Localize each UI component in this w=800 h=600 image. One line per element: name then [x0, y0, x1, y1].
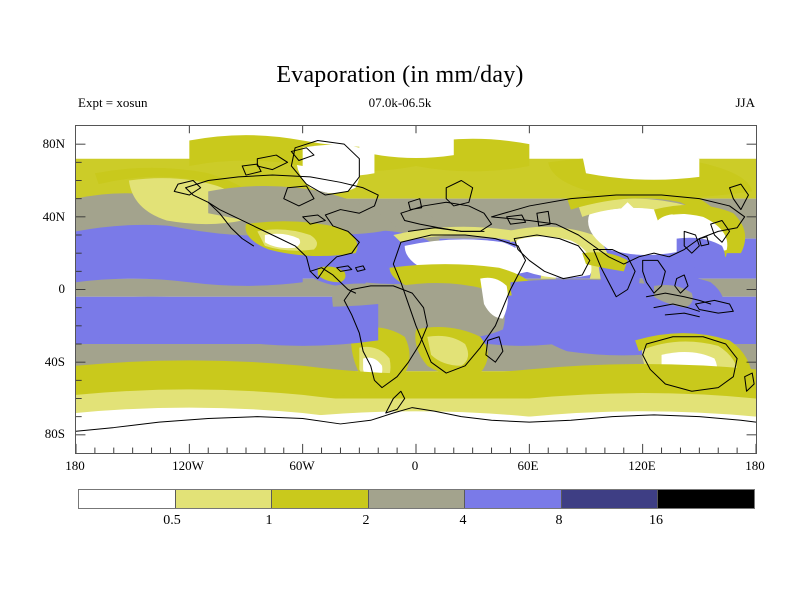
band-1-2-east-asia-rim	[654, 204, 746, 254]
band-below-0p5-arabia	[515, 235, 595, 278]
band-below-0p5-siberia-north	[582, 152, 700, 180]
xtick-label-60e: 60E	[517, 458, 539, 473]
band-0p5-1-gulf-of-alaska-core	[140, 186, 222, 219]
xtick-label-60w: 60W	[289, 458, 315, 473]
band-1-2-north-india	[582, 252, 628, 272]
colorbar-label-4: 4	[459, 513, 467, 528]
xtick-label-180w: 180	[65, 458, 85, 473]
ytick-label-0: 0	[58, 281, 66, 296]
ytick-label-40s: 40S	[44, 354, 65, 369]
colorbar	[78, 489, 755, 509]
colorbar-band-0p5-1	[174, 490, 272, 508]
ytick-label-80s: 80S	[44, 426, 65, 441]
colorbar-label-0p5: 0.5	[163, 513, 181, 528]
band-2-4-north-america	[208, 185, 398, 235]
band-below-0p5-arctic-ice	[359, 130, 454, 158]
colorbar-band-4-8	[464, 490, 561, 508]
coastline-overlay	[76, 140, 756, 432]
band-0p5-1-arabia-rim	[506, 226, 609, 279]
colorbar-label-1: 1	[265, 513, 273, 528]
season-label: JJA	[735, 95, 755, 110]
band-0p5-1-kalahari	[427, 335, 469, 366]
colorbar-label-16: 16	[649, 513, 663, 528]
colorbar-band-8-16	[560, 490, 658, 508]
ytick-label-40n: 40N	[42, 209, 65, 224]
band-below-0p5-tibet	[604, 202, 662, 254]
ytick-label-80n: 80N	[42, 136, 65, 151]
experiment-label: Expt = xosun	[78, 95, 148, 110]
colorbar-band-below-0p5	[79, 490, 175, 508]
band-below-0p5-canadian-arctic	[302, 144, 375, 177]
colorbar-band-2-4	[367, 490, 465, 508]
xtick-label-180e: 180	[745, 458, 765, 473]
xtick-label-120e: 120E	[628, 458, 656, 473]
band-1-2-australia-rim	[635, 333, 753, 392]
xtick-label-0: 0	[411, 458, 419, 473]
colorbar-label-2: 2	[362, 513, 370, 528]
band-4-8-north-pacific	[76, 224, 303, 286]
figure-subtitle: 07.0k-06.5k	[368, 95, 432, 110]
colorbar-band-above-16	[657, 490, 755, 508]
evaporation-contour-map	[76, 126, 756, 453]
colorbar-bands	[78, 489, 755, 509]
band-4-8-south-pacific	[76, 296, 379, 346]
axis-tick-marks	[76, 126, 756, 453]
xtick-label-120w: 120W	[172, 458, 204, 473]
map-plot-area	[75, 125, 757, 454]
colorbar-band-1-2	[271, 490, 368, 508]
page-title: Evaporation (in mm/day)	[276, 62, 524, 88]
colorbar-label-8: 8	[555, 513, 563, 528]
band-below-0p5-horn-of-africa	[480, 277, 508, 319]
